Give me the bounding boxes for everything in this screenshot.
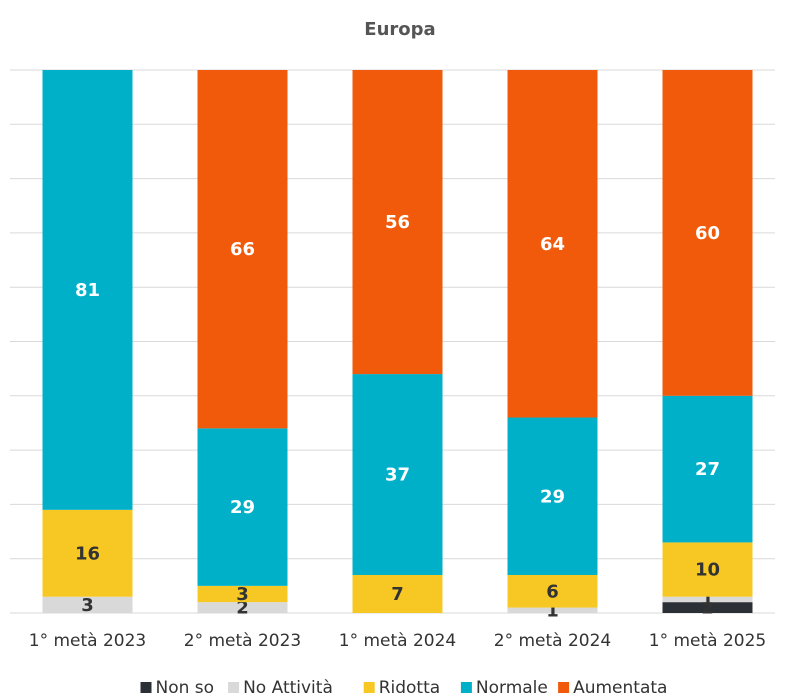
- legend-swatch: [363, 682, 375, 693]
- data-label: 6: [546, 581, 559, 602]
- data-label: 3: [81, 595, 94, 616]
- bar-segment: [197, 70, 288, 429]
- data-label: 7: [391, 584, 404, 605]
- bar-segment: [507, 574, 598, 608]
- data-label: 16: [75, 543, 100, 564]
- x-tick-label: 1° metà 2023: [29, 631, 147, 651]
- x-tick-label: 1° metà 2025: [649, 631, 767, 651]
- legend-label: Normale: [476, 678, 548, 698]
- data-label: 60: [695, 223, 720, 244]
- data-label: 37: [385, 465, 410, 486]
- bar-segment: [662, 596, 753, 603]
- chart-title: Europa: [364, 19, 435, 40]
- bar-segment: [42, 70, 133, 510]
- bar-segment: [662, 602, 753, 613]
- data-label: 56: [385, 212, 410, 233]
- bar-segment: [507, 417, 598, 575]
- legend-swatch: [558, 682, 570, 693]
- bar-segment: [197, 585, 288, 603]
- bar-segment: [42, 509, 133, 597]
- data-label: 10: [695, 560, 720, 581]
- x-tick-label: 2° metà 2023: [184, 631, 302, 651]
- legend-label: No Attività: [243, 678, 333, 698]
- bar-segment: [197, 428, 288, 586]
- legend-label: Non so: [156, 678, 215, 698]
- legend-swatch: [460, 682, 472, 693]
- data-label: 29: [230, 497, 255, 518]
- bar-segment: [352, 374, 443, 575]
- bar-segment: [662, 70, 753, 396]
- bar-segment: [507, 607, 598, 613]
- bar-segment: [662, 395, 753, 543]
- data-label: 66: [230, 239, 255, 260]
- data-label: 64: [540, 234, 565, 255]
- bar-segment: [352, 70, 443, 375]
- bar-segment: [507, 70, 598, 418]
- data-label: 2: [236, 598, 249, 619]
- bar-segment: [197, 602, 288, 613]
- data-label: 2: [701, 598, 714, 619]
- data-label: 29: [540, 486, 565, 507]
- legend-label: Aumentata: [573, 678, 667, 698]
- x-tick-label: 1° metà 2024: [339, 631, 457, 651]
- legend-swatch: [228, 682, 240, 693]
- bar-segment: [352, 574, 443, 613]
- legend-swatch: [140, 682, 152, 693]
- bar-segment: [42, 596, 133, 613]
- x-tick-label: 2° metà 2024: [494, 631, 612, 651]
- bar-segment: [662, 542, 753, 597]
- data-label: 27: [695, 459, 720, 480]
- legend-label: Ridotta: [379, 678, 440, 698]
- data-label: 3: [236, 584, 249, 605]
- data-label: 81: [75, 280, 100, 301]
